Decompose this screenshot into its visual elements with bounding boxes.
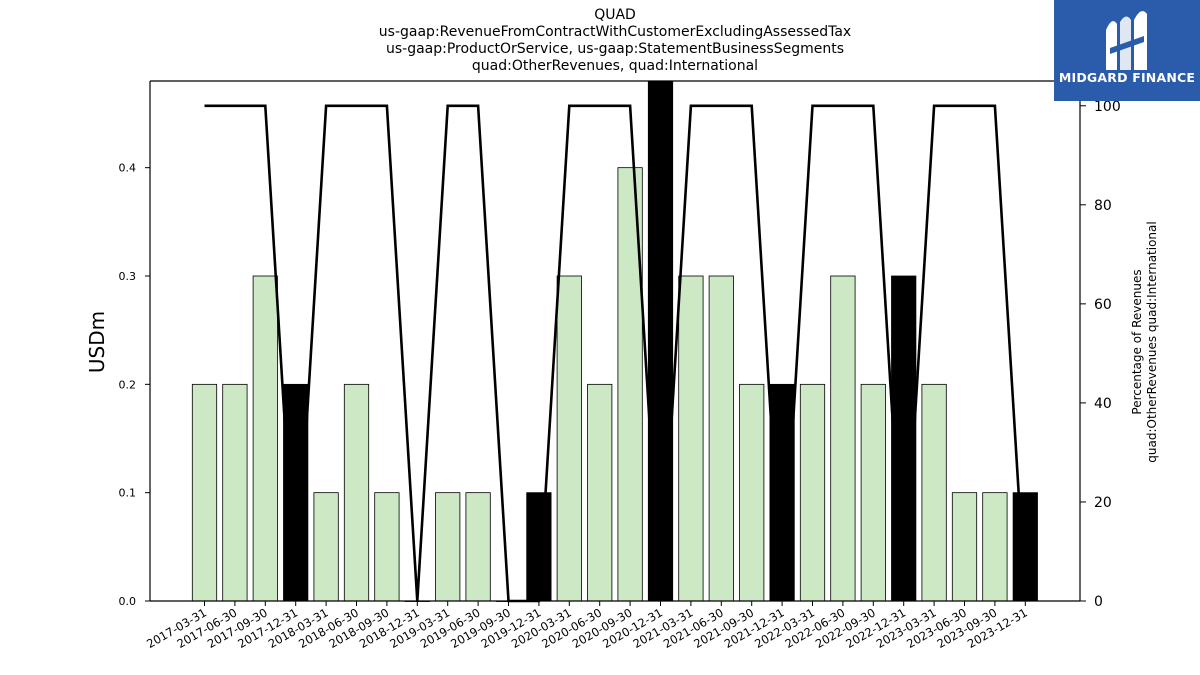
- bar: [982, 492, 1008, 602]
- logo-text: MIDGARD FINANCE: [1058, 70, 1196, 85]
- y2-tick-label: 60: [1094, 297, 1112, 313]
- y2-tick-label: 0: [1094, 594, 1103, 610]
- bar: [343, 383, 370, 602]
- bar: [891, 275, 917, 602]
- y-tick-label: 0.0: [119, 595, 137, 608]
- bar: [799, 383, 826, 602]
- y2-tick-label: 100: [1094, 99, 1121, 115]
- midgard-logo-icon: [1106, 11, 1147, 71]
- bar: [283, 383, 309, 602]
- chart-subtitle-3: quad:OtherRevenues, quad:International: [471, 58, 759, 74]
- y2-tick-label: 40: [1094, 396, 1112, 412]
- bar: [739, 383, 765, 602]
- y2-axis-label-line-1: Percentage of Revenues: [1130, 269, 1144, 415]
- y2-axis-label: Percentage of Revenues quad:OtherRevenue…: [1130, 221, 1160, 462]
- bar: [678, 275, 704, 602]
- bar: [222, 383, 248, 602]
- bar: [951, 492, 978, 602]
- percentage-line: [204, 104, 1027, 603]
- y2-tick-label: 20: [1094, 495, 1112, 511]
- bar: [647, 80, 674, 602]
- y2-tick-label: 80: [1094, 198, 1112, 214]
- bar: [465, 492, 491, 602]
- bar: [435, 492, 461, 602]
- y-axis-label: USDm: [85, 310, 109, 374]
- y-tick-label: 0.2: [119, 378, 137, 391]
- bar: [313, 492, 339, 602]
- bar: [921, 383, 947, 602]
- y-tick-label: 0.1: [119, 487, 137, 500]
- bar: [860, 383, 886, 602]
- bar: [556, 275, 582, 602]
- chart-subtitle-1: us-gaap:RevenueFromContractWithCustomerE…: [378, 24, 852, 40]
- bar: [374, 492, 400, 602]
- y-tick-label: 0.4: [119, 162, 137, 175]
- midgard-finance-logo: MIDGARD FINANCE: [1054, 0, 1200, 101]
- bar: [252, 275, 278, 602]
- bar: [830, 275, 856, 602]
- bar: [769, 383, 795, 602]
- bar: [708, 275, 734, 602]
- bar: [587, 383, 613, 602]
- chart-subtitle-2: us-gaap:ProductOrService, us-gaap:Statem…: [385, 41, 844, 57]
- y-tick-label: 0.3: [119, 270, 137, 283]
- chart-title: QUAD: [594, 7, 636, 23]
- bar: [191, 383, 218, 602]
- y2-axis-label-line-2: quad:OtherRevenues quad:International: [1145, 221, 1159, 463]
